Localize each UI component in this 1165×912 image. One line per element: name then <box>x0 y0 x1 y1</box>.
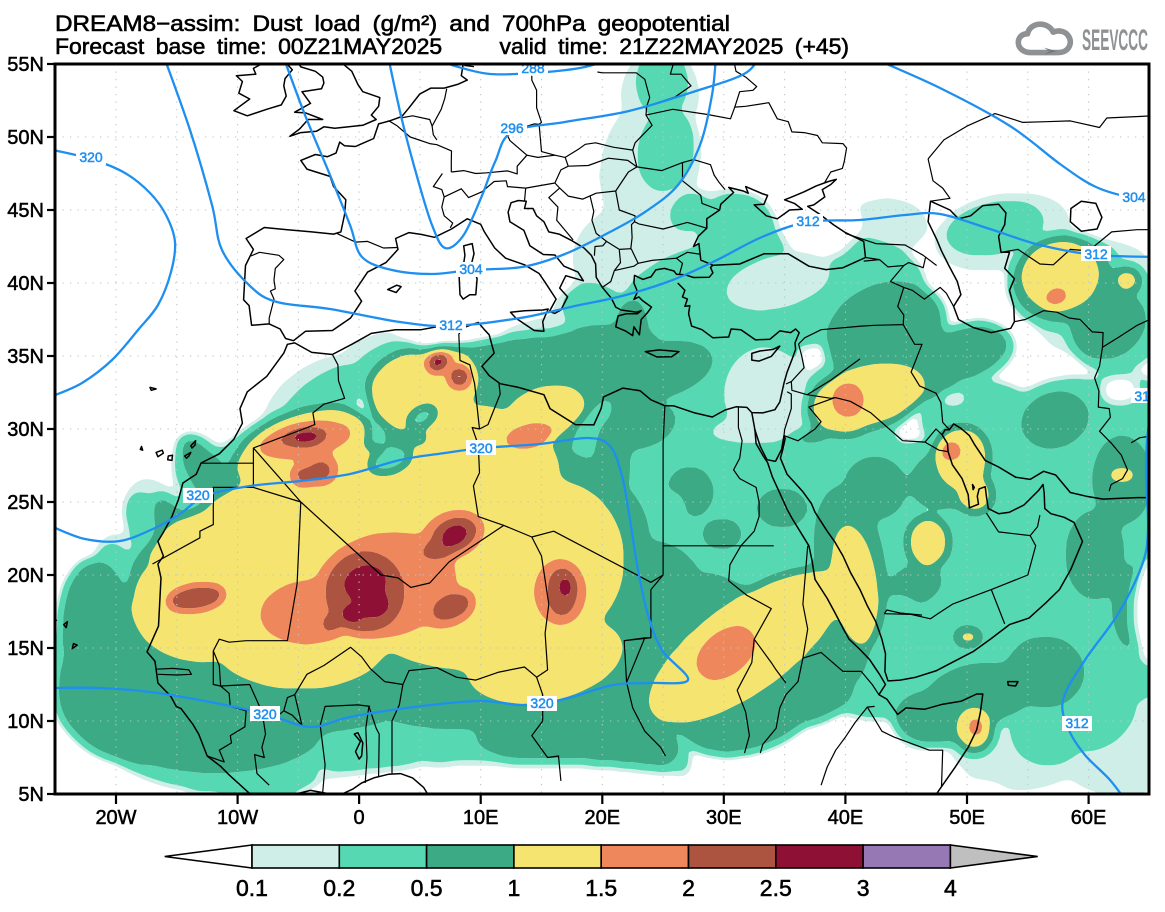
svg-text:55N: 55N <box>7 54 44 76</box>
svg-text:4: 4 <box>944 875 957 901</box>
svg-text:20N: 20N <box>7 565 44 587</box>
svg-text:10N: 10N <box>7 711 44 733</box>
svg-text:10E: 10E <box>463 807 499 829</box>
svg-text:20W: 20W <box>95 807 136 829</box>
svg-text:20E: 20E <box>585 807 621 829</box>
svg-text:2: 2 <box>682 875 695 901</box>
svg-text:320: 320 <box>253 706 277 722</box>
svg-text:312: 312 <box>439 317 463 333</box>
svg-text:304: 304 <box>459 261 483 277</box>
svg-text:1: 1 <box>508 875 521 901</box>
svg-text:40N: 40N <box>7 273 44 295</box>
svg-text:45N: 45N <box>7 200 44 222</box>
svg-text:0: 0 <box>354 807 365 829</box>
svg-text:2.5: 2.5 <box>760 875 792 901</box>
svg-text:5N: 5N <box>18 784 44 806</box>
svg-text:320: 320 <box>530 695 554 711</box>
svg-text:15N: 15N <box>7 638 44 660</box>
svg-text:50E: 50E <box>949 807 985 829</box>
svg-text:0.2: 0.2 <box>323 875 355 901</box>
svg-text:30N: 30N <box>7 419 44 441</box>
svg-text:40E: 40E <box>828 807 864 829</box>
svg-text:50N: 50N <box>7 127 44 149</box>
svg-text:30E: 30E <box>706 807 742 829</box>
svg-text:DREAM8−assim: Dust load (g/m²): DREAM8−assim: Dust load (g/m²) and 700hP… <box>55 11 730 36</box>
svg-text:312: 312 <box>1065 715 1089 731</box>
svg-text:1.5: 1.5 <box>585 875 617 901</box>
svg-text:25N: 25N <box>7 492 44 514</box>
svg-text:312: 312 <box>1084 246 1108 262</box>
svg-text:312: 312 <box>1134 388 1158 404</box>
svg-text:288: 288 <box>521 60 545 76</box>
svg-text:10W: 10W <box>217 807 258 829</box>
svg-text:296: 296 <box>500 120 524 136</box>
svg-text:Forecast base time: 00Z21MAY20: Forecast base time: 00Z21MAY2025 valid t… <box>55 34 849 59</box>
svg-text:0.5: 0.5 <box>411 875 443 901</box>
svg-text:0.1: 0.1 <box>236 875 268 901</box>
svg-text:320: 320 <box>469 440 493 456</box>
svg-text:35N: 35N <box>7 346 44 368</box>
svg-text:304: 304 <box>1122 189 1146 205</box>
svg-text:320: 320 <box>186 487 210 503</box>
svg-text:312: 312 <box>796 213 820 229</box>
svg-text:3: 3 <box>857 875 870 901</box>
svg-text:60E: 60E <box>1071 807 1107 829</box>
svg-text:SEEVCCC: SEEVCCC <box>1082 24 1148 57</box>
svg-text:320: 320 <box>79 149 103 165</box>
